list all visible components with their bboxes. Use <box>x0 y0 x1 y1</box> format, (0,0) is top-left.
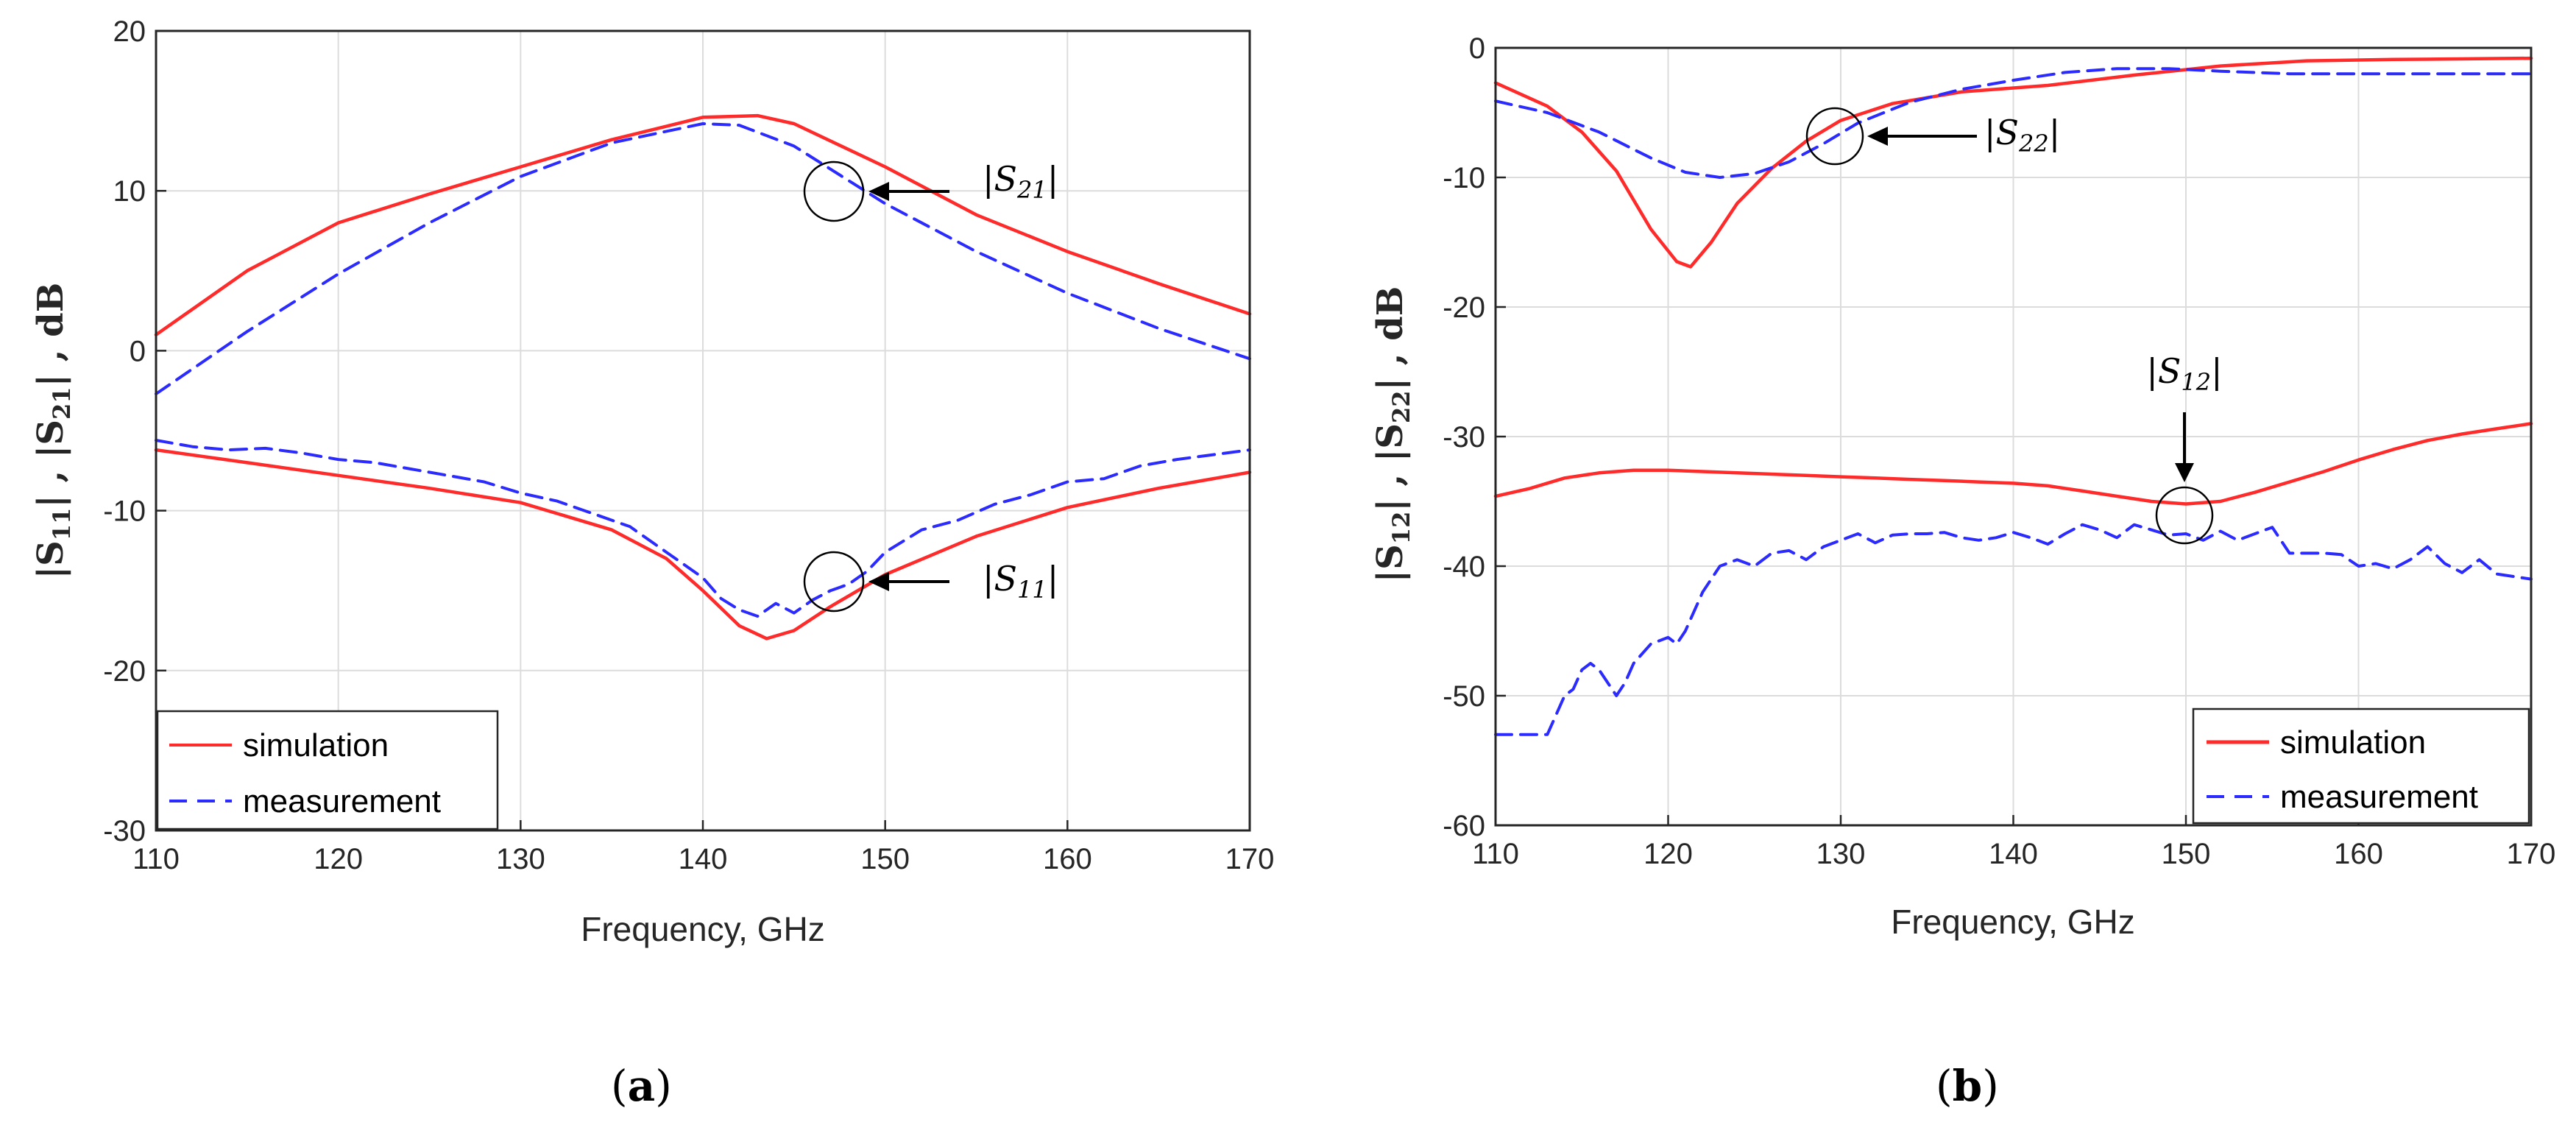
y-tick-label: -30 <box>1443 421 1485 454</box>
caption-a-close: ) <box>655 1061 672 1111</box>
annotation-label-sub: 12 <box>2181 368 2211 396</box>
x-tick-label: 140 <box>679 843 728 875</box>
y-axis-label-b: |S12| , |S22| , dB <box>1370 286 1415 583</box>
annotation-arrow-head <box>2175 463 2194 482</box>
x-tick-label: 150 <box>2162 838 2211 870</box>
annotation-label-close: | <box>1047 559 1059 599</box>
y-tick-label: 20 <box>113 15 146 48</box>
series-line-measurement-s12- <box>1494 523 2533 736</box>
x-tick-label: 170 <box>2507 838 2556 870</box>
annotation-circle <box>803 160 865 222</box>
caption-b-letter: b <box>1953 1061 1983 1111</box>
annotation-label-close: | <box>1047 159 1059 199</box>
annotation-label-main: |S <box>2146 351 2181 391</box>
annotation-label: |S12| <box>2146 351 2222 396</box>
legend-box-b <box>2192 708 2530 825</box>
x-axis-label-b: Frequency, GHz <box>1891 903 2134 941</box>
series-line-simulation-s22- <box>1493 56 2533 269</box>
annotation-arrow-head <box>1867 127 1888 146</box>
series-line-simulation-s21- <box>154 113 1252 336</box>
annotation-label-close: | <box>2211 351 2223 391</box>
chart-panel-b: 110 120 130 140 150 160 170 0 -10 -20 -30 -40 -50 -60… <box>1370 32 2555 1111</box>
y-label-b-part3: | , dB <box>1370 286 1411 391</box>
series-line-measurement-s21- <box>155 122 1251 395</box>
series-line-simulation-s12- <box>1493 422 2533 506</box>
y-label-a-part1: |S <box>30 540 71 579</box>
annotation-circle <box>803 551 865 613</box>
caption-a-open: ( <box>611 1061 628 1111</box>
x-tick-label: 140 <box>1989 838 2038 870</box>
annotation-label: |S21| <box>983 159 1058 204</box>
annotation-label-main: |S <box>983 159 1017 199</box>
legend-label-simulation-a: simulation <box>243 727 389 763</box>
y-label-b-sub2: 22 <box>1387 390 1415 423</box>
annotation-label: |S22| <box>1984 113 2060 158</box>
annotation-label-main: |S <box>983 559 1017 599</box>
x-tick-label: 110 <box>1472 838 1519 870</box>
x-tick-label: 160 <box>2334 838 2383 870</box>
caption-b-close: ) <box>1982 1061 1999 1111</box>
legend-b: simulation measurement <box>2192 708 2530 825</box>
y-tick-label: -10 <box>103 495 146 528</box>
y-tick-label: -20 <box>1443 292 1485 324</box>
x-tick-label: 130 <box>1816 838 1866 870</box>
annotation-label-close: | <box>2049 113 2061 152</box>
series-line-measurement-s11- <box>155 439 1251 618</box>
y-tick-label: 0 <box>130 335 146 367</box>
y-label-a-part3: | , dB <box>30 283 71 387</box>
y-tick-label: 10 <box>113 175 146 208</box>
series-line-measurement-s22- <box>1494 67 2533 179</box>
annotation-circle <box>1805 107 1864 166</box>
annotation-circle <box>2155 486 2214 545</box>
y-label-b-sub1: 12 <box>1387 512 1415 545</box>
series-layer-b <box>1493 56 2533 736</box>
annotation-arrow-head <box>868 572 889 591</box>
annotations-a: |S21||S11| <box>803 159 1058 613</box>
y-tick-label: 0 <box>1469 32 1485 65</box>
y-tick-label: -60 <box>1443 810 1485 842</box>
y-tick-label: -30 <box>103 815 146 847</box>
x-tick-label: 110 <box>132 843 180 875</box>
chart-panel-a: 110 120 130 140 150 160 170 20 10 0 -10 -20 -30 Freq… <box>30 15 1274 1111</box>
y-tick-label: -40 <box>1443 551 1485 583</box>
x-tick-label: 130 <box>496 843 545 875</box>
annotation-label: |S11| <box>983 559 1058 604</box>
series-line-simulation-s11- <box>154 448 1252 641</box>
legend-a: simulation measurement <box>156 710 499 830</box>
caption-a: (a) <box>611 1061 672 1111</box>
x-tick-label: 170 <box>1225 843 1275 875</box>
y-label-a-part2: | , |S <box>30 420 71 508</box>
y-label-b-part1: |S <box>1370 544 1411 582</box>
legend-label-measurement-b: measurement <box>2280 779 2478 815</box>
tick-labels-b: 110 120 130 140 150 160 170 0 -10 -20 -30 -40 -50 -60 <box>1443 32 2555 870</box>
caption-a-letter: a <box>628 1061 656 1111</box>
legend-box-a <box>156 710 499 830</box>
caption-b: (b) <box>1936 1061 1999 1111</box>
annotation-arrow-head <box>868 182 889 201</box>
x-tick-label: 120 <box>314 843 363 875</box>
legend-label-measurement-a: measurement <box>243 783 441 819</box>
y-label-a-sub2: 21 <box>48 387 76 420</box>
series-layer-a <box>154 113 1252 641</box>
annotation-label-main: |S <box>1984 113 2019 152</box>
caption-b-open: ( <box>1936 1061 1953 1111</box>
y-label-b-part2: | , |S <box>1370 423 1411 512</box>
y-label-a-sub1: 11 <box>48 508 76 541</box>
y-tick-label: -10 <box>1443 162 1485 194</box>
annotations-b: |S22||S12| <box>1805 107 2223 545</box>
annotation-label-sub: 11 <box>1017 576 1047 604</box>
x-axis-label-a: Frequency, GHz <box>581 910 824 948</box>
annotation-label-sub: 21 <box>1016 176 1047 204</box>
y-tick-label: -20 <box>103 655 146 688</box>
legend-label-simulation-b: simulation <box>2280 724 2426 761</box>
x-tick-label: 120 <box>1643 838 1693 870</box>
y-tick-label: -50 <box>1443 680 1485 713</box>
annotation-label-sub: 22 <box>2018 130 2049 158</box>
y-axis-label-a: |S11| , |S21| , dB <box>30 283 76 579</box>
x-tick-label: 150 <box>860 843 910 875</box>
x-tick-label: 160 <box>1043 843 1092 875</box>
